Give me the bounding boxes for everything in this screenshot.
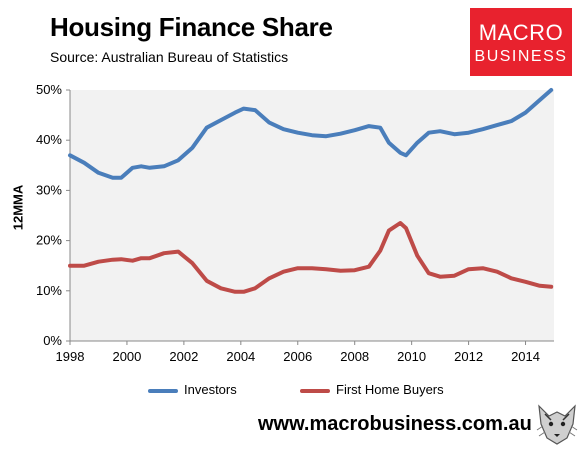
- y-tick-label: 40%: [36, 132, 62, 147]
- x-tick-label: 2006: [283, 349, 312, 364]
- y-tick-label: 50%: [36, 82, 62, 97]
- logo-line-1: MACRO: [478, 20, 564, 45]
- x-tick-label: 2012: [454, 349, 483, 364]
- legend-label-investors: Investors: [184, 382, 237, 397]
- legend-item-first-home-buyers: First Home Buyers: [300, 382, 444, 397]
- series-line-first-home-buyers: [68, 221, 554, 294]
- y-tick-label: 20%: [36, 233, 62, 248]
- chart-title: Housing Finance Share: [50, 12, 333, 42]
- footer-url: www.macrobusiness.com.au: [258, 413, 532, 435]
- x-tick-label: 2004: [226, 349, 255, 364]
- x-tick-label: 2002: [169, 349, 198, 364]
- y-tick-label: 10%: [36, 283, 62, 298]
- y-tick-label: 0%: [43, 333, 62, 348]
- x-tick-label: 2014: [511, 349, 540, 364]
- legend-swatch-first-home-buyers: [300, 388, 330, 393]
- legend-swatch-investors: [148, 388, 178, 393]
- x-tick-label: 2010: [397, 349, 426, 364]
- logo-line-2: BUSINESS: [474, 48, 568, 65]
- wolf-logo-icon: [533, 400, 581, 448]
- x-tick-label: 2000: [112, 349, 141, 364]
- macrobusiness-logo: MACRO BUSINESS: [470, 8, 572, 76]
- y-axis-label: 12MMA: [10, 184, 26, 231]
- legend-label-first-home-buyers: First Home Buyers: [336, 382, 444, 397]
- x-tick-label: 1998: [56, 349, 85, 364]
- series-line-investors: [68, 88, 554, 180]
- y-tick-label: 30%: [36, 182, 62, 197]
- legend-item-investors: Investors: [148, 382, 237, 397]
- chart-subtitle: Source: Australian Bureau of Statistics: [50, 49, 289, 65]
- x-tick-label: 2008: [340, 349, 369, 364]
